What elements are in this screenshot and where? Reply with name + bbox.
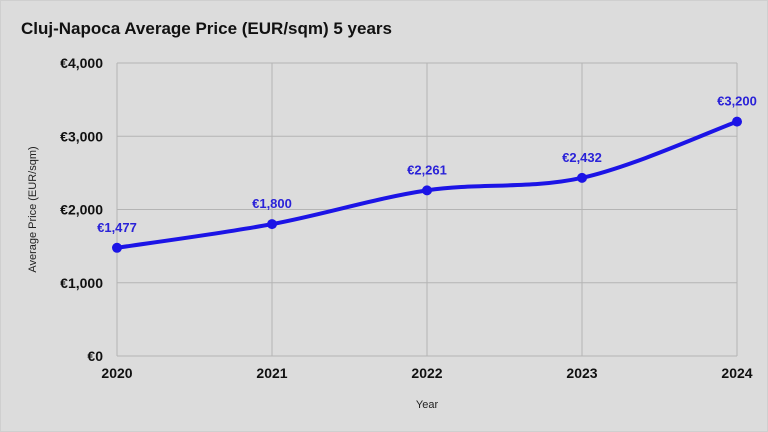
- y-tick-label: €1,000: [60, 275, 103, 291]
- chart-title: Cluj-Napoca Average Price (EUR/sqm) 5 ye…: [21, 19, 392, 38]
- data-point: [577, 172, 587, 183]
- y-tick-label: €0: [87, 348, 103, 364]
- data-label: €3,200: [717, 94, 757, 109]
- data-point: [112, 242, 122, 253]
- y-tick-label: €4,000: [60, 55, 103, 71]
- data-label: €1,800: [252, 196, 292, 211]
- data-point: [422, 185, 432, 196]
- y-tick-label: €3,000: [60, 128, 103, 144]
- data-point: [267, 219, 277, 230]
- x-tick-label: 2024: [721, 365, 752, 381]
- x-tick-label: 2021: [256, 365, 287, 381]
- data-label: €2,432: [562, 150, 602, 165]
- x-tick-label: 2020: [101, 365, 132, 381]
- x-axis-title: Year: [416, 399, 439, 411]
- data-label: €2,261: [407, 162, 447, 177]
- x-tick-label: 2023: [566, 365, 597, 381]
- data-label: €1,477: [97, 220, 137, 235]
- data-point: [732, 116, 742, 127]
- y-axis-title: Average Price (EUR/sqm): [27, 146, 39, 272]
- y-tick-label: €2,000: [60, 202, 103, 218]
- x-tick-label: 2022: [411, 365, 442, 381]
